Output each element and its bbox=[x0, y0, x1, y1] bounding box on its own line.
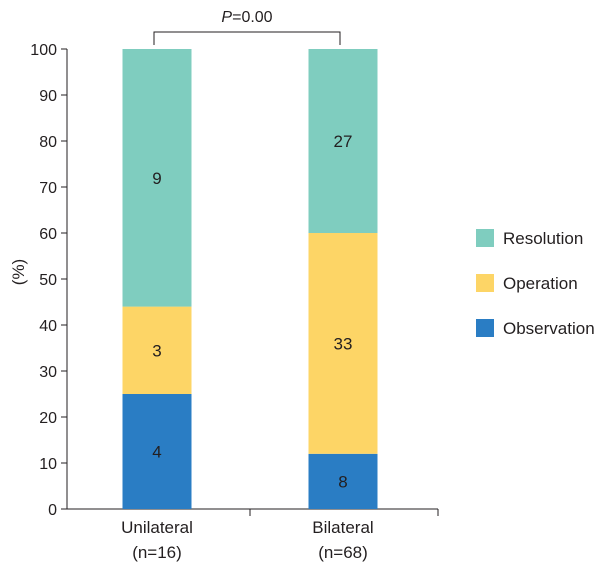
bar-segment-observation bbox=[308, 453, 378, 509]
y-tick-label: 0 bbox=[48, 502, 57, 519]
segment-count-label: 8 bbox=[338, 472, 347, 491]
segment-count-label: 27 bbox=[334, 132, 353, 151]
segment-count-label: 9 bbox=[152, 169, 161, 188]
segment-count-label: 3 bbox=[152, 341, 161, 360]
bar-segment-resolution bbox=[122, 49, 192, 307]
bar-segment-operation bbox=[122, 306, 192, 394]
y-tick-label: 100 bbox=[30, 42, 57, 59]
segment-count-label: 4 bbox=[152, 443, 161, 462]
y-axis-title: (%) bbox=[9, 259, 28, 285]
legend-swatch-operation bbox=[476, 274, 494, 292]
y-tick-label: 60 bbox=[39, 226, 57, 243]
legend-swatch-resolution bbox=[476, 229, 494, 247]
category-label: Unilateral bbox=[121, 518, 193, 537]
bar-segment-operation bbox=[308, 233, 378, 454]
legend-swatch-observation bbox=[476, 319, 494, 337]
legend-label-observation: Observation bbox=[503, 319, 595, 338]
significance-annotation: P=0.00 bbox=[153, 9, 341, 45]
y-tick-label: 40 bbox=[39, 318, 57, 335]
segment-labels: 4 3 9 8 33 27 bbox=[152, 132, 352, 491]
legend: Resolution Operation Observation bbox=[476, 229, 595, 338]
y-axis: 0 10 20 30 40 50 60 70 80 90 100 bbox=[30, 42, 68, 519]
bar-segment-resolution bbox=[308, 49, 378, 233]
y-tick-label: 70 bbox=[39, 180, 57, 197]
category-labels: Unilateral (n=16) Bilateral (n=68) bbox=[121, 518, 374, 562]
legend-label-resolution: Resolution bbox=[503, 229, 583, 248]
y-tick-label: 30 bbox=[39, 364, 57, 381]
p-value-label: P=0.00 bbox=[221, 9, 272, 26]
bars bbox=[122, 49, 378, 509]
y-tick-label: 10 bbox=[39, 456, 57, 473]
segment-count-label: 33 bbox=[334, 334, 353, 353]
category-n-label: (n=68) bbox=[318, 543, 368, 562]
x-axis bbox=[67, 508, 439, 516]
significance-bracket bbox=[153, 31, 341, 45]
bar-segment-observation bbox=[122, 394, 192, 509]
y-tick-label: 80 bbox=[39, 134, 57, 151]
category-n-label: (n=16) bbox=[132, 543, 182, 562]
category-label: Bilateral bbox=[312, 518, 373, 537]
y-tick-label: 20 bbox=[39, 410, 57, 427]
legend-label-operation: Operation bbox=[503, 274, 578, 293]
y-tick-label: 90 bbox=[39, 88, 57, 105]
y-tick-label: 50 bbox=[39, 272, 57, 289]
